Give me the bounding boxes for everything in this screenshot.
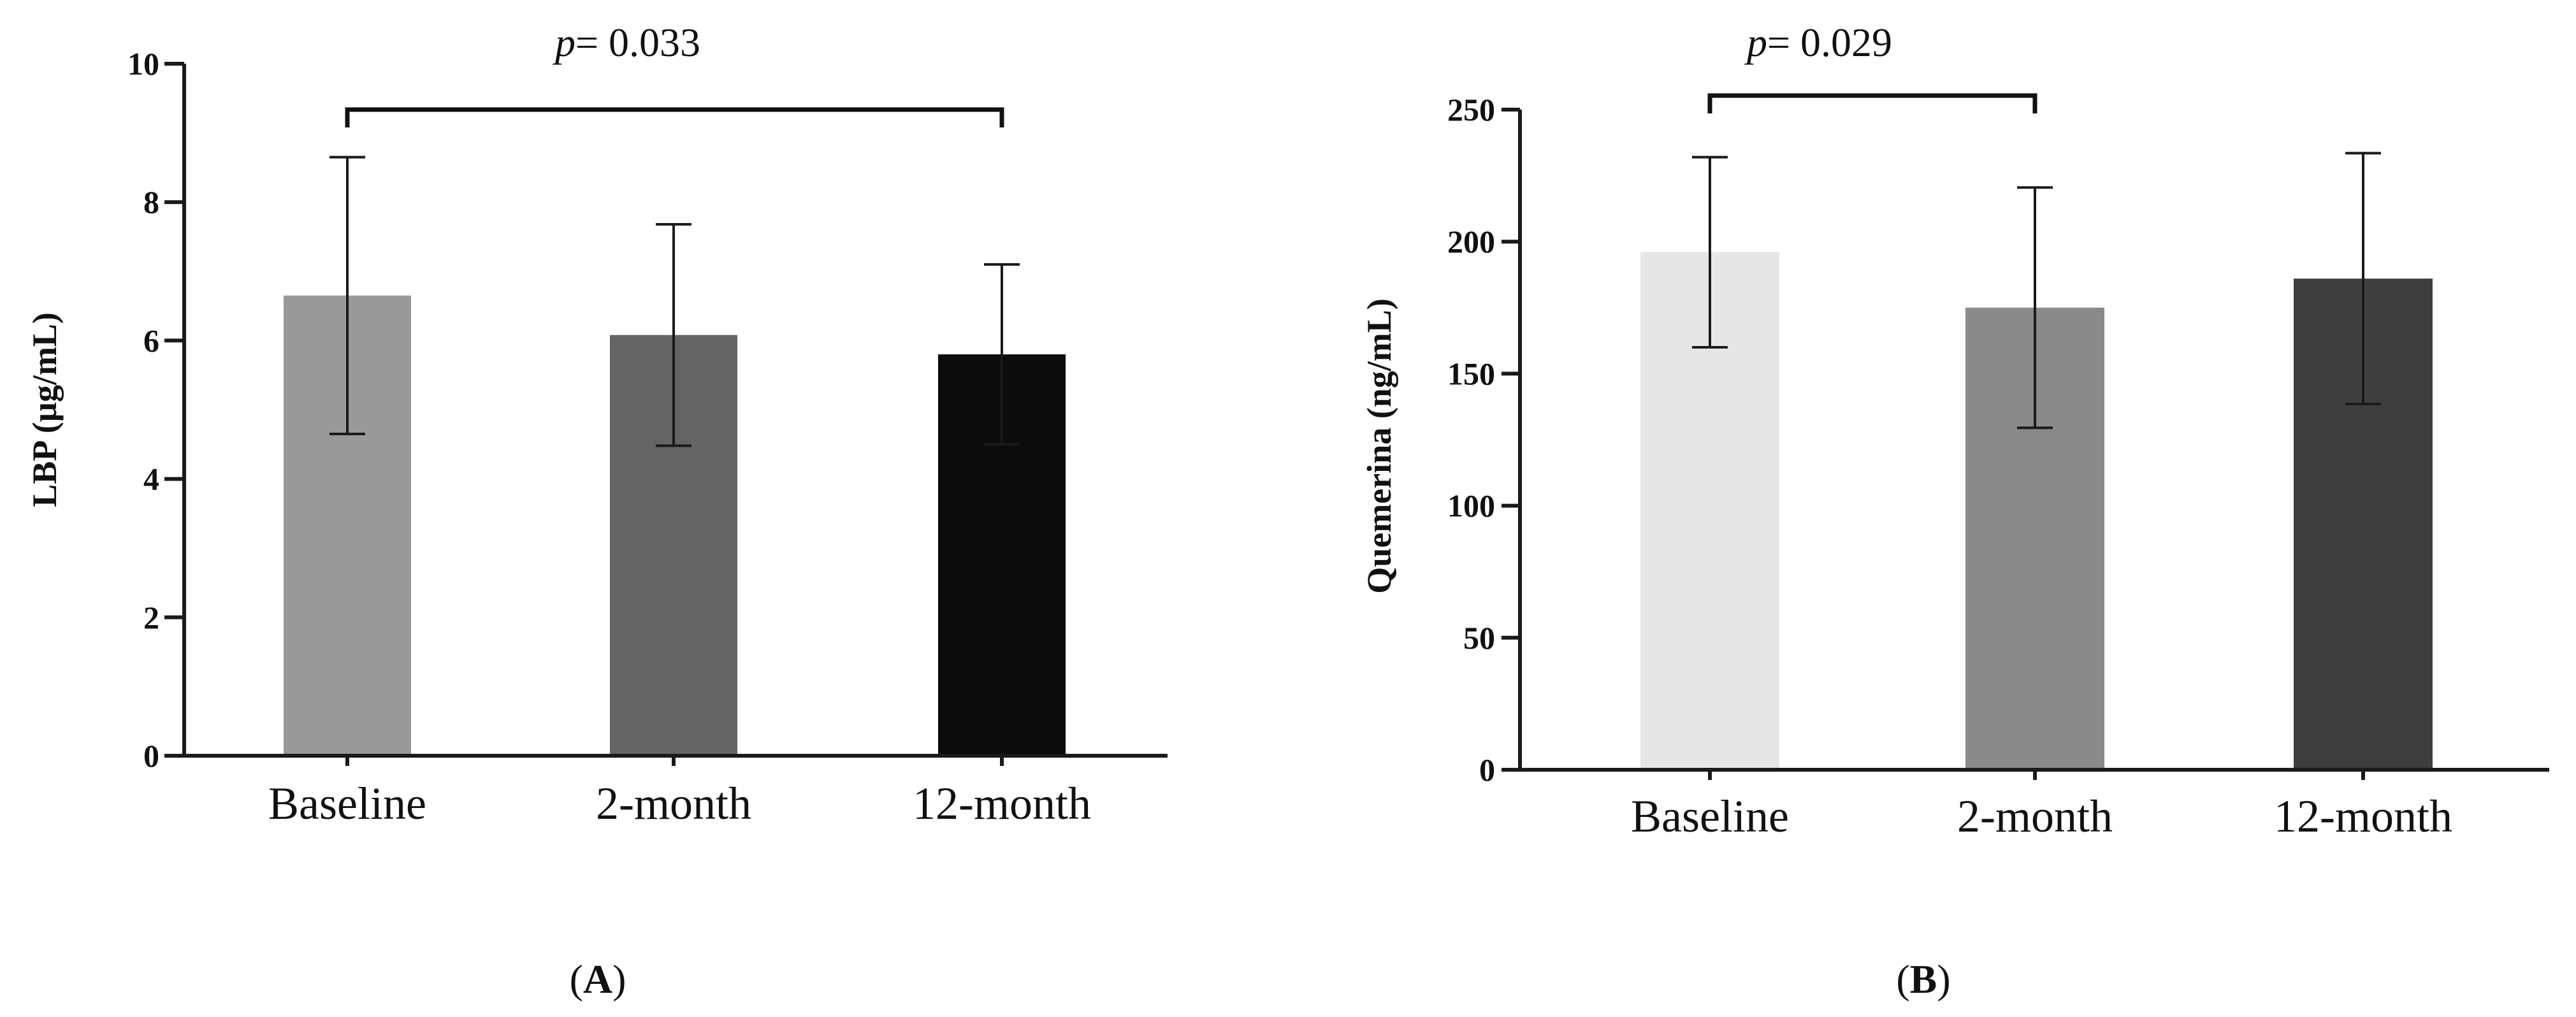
panel-b-error-bar-2-month [2017, 186, 2053, 429]
panel-b-y-tick-label-100: 100 [1447, 488, 1495, 524]
panel-b-y-tick-label-0: 0 [1479, 752, 1495, 788]
panel-a-x-tick-label-baseline: Baseline [268, 778, 426, 829]
panel-a-y-tick-label-2: 2 [143, 600, 159, 635]
panel-a-significance-bracket [345, 107, 1004, 127]
panel-b-label: (B) [1896, 956, 1950, 1002]
panel-a-x-tick-label-12-month: 12-month [913, 778, 1091, 829]
panel-a-y-tick-label-8: 8 [143, 184, 159, 220]
panel-a-error-bar-12-month [984, 263, 1020, 446]
panel-b-y-tick-label-150: 150 [1447, 356, 1495, 391]
panel-a-x-ticks: Baseline 2-month 12-month [268, 756, 1091, 829]
panel-b-y-tick-label-50: 50 [1463, 620, 1495, 656]
panel-a-y-tick-label-6: 6 [143, 322, 159, 358]
panel-b-p-number: = 0.029 [1767, 20, 1892, 65]
panel-a: 0 2 4 6 8 10 Baseline 2-month 12-month LBP (µg/… [25, 20, 1168, 1002]
panel-a-p-value: p= 0.033 [553, 20, 700, 65]
panel-b-y-tick-label-250: 250 [1447, 92, 1495, 127]
panel-a-y-tick-label-4: 4 [143, 461, 159, 497]
panel-b-y-tick-label-200: 200 [1447, 224, 1495, 259]
panel-b-error-bars [1692, 152, 2381, 429]
panel-a-p-number: = 0.033 [575, 20, 700, 65]
panel-a-error-bars [329, 155, 1020, 447]
panel-a-error-bar-baseline [329, 155, 365, 436]
panel-b-x-tick-label-12-month: 12-month [2274, 791, 2452, 842]
panel-b-p-value: p= 0.029 [1744, 20, 1892, 65]
panel-a-y-tick-label-0: 0 [143, 738, 159, 774]
panel-b-x-tick-label-baseline: Baseline [1631, 791, 1789, 842]
panel-b-y-axis-title: Quemerina (ng/mL) [1360, 298, 1398, 593]
panel-b-y-ticks: 0 50 100 150 200 250 [1447, 92, 1520, 788]
panel-b-x-tick-label-2-month: 2-month [1957, 791, 2113, 842]
panel-a-y-ticks: 0 2 4 6 8 10 [127, 46, 184, 774]
panel-a-letter: A [583, 956, 612, 1002]
panel-b-error-bar-baseline [1692, 155, 1728, 349]
panel-a-error-bar-2-month [656, 222, 691, 447]
panel-b-letter: B [1910, 956, 1937, 1002]
panel-a-x-tick-label-2-month: 2-month [596, 778, 751, 829]
panel-b-x-ticks: Baseline 2-month 12-month [1631, 770, 2452, 842]
panel-a-y-axis-title: LBP (µg/mL) [25, 312, 64, 507]
panel-a-p-symbol: p [553, 20, 575, 65]
panel-a-label: (A) [570, 956, 626, 1002]
panel-b-error-bar-12-month [2345, 152, 2381, 406]
panel-b-p-symbol: p [1744, 20, 1767, 65]
panel-b-bars [1640, 252, 2433, 770]
panel-b-significance-bracket [1707, 93, 2037, 113]
panel-a-y-tick-label-10: 10 [127, 46, 159, 82]
